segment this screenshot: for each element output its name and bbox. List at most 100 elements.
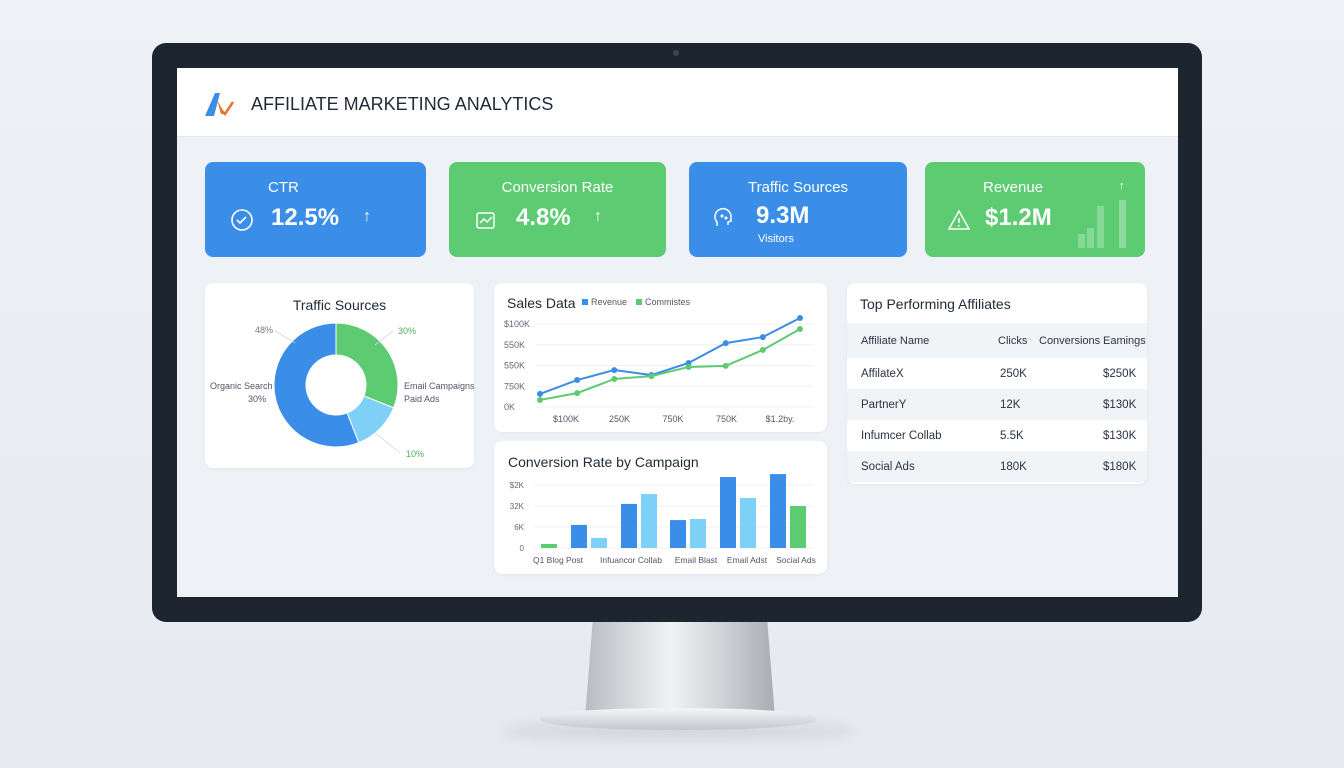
chart-title: Sales Data: [507, 295, 576, 311]
app-header: AFFILIATE MARKETING ANALYTICS: [177, 68, 1178, 137]
data-point: [537, 390, 543, 397]
cell-name: Social Ads: [861, 460, 915, 473]
donut-slice: [273, 322, 360, 448]
x-tick-label: $100K: [553, 414, 579, 424]
trend-up-icon: ↑: [1119, 180, 1125, 192]
leader-line: [274, 330, 296, 344]
webcam: [673, 50, 679, 56]
kpi-card-ctr[interactable]: CTR 12.5% ↑: [205, 162, 426, 257]
bar: [571, 524, 587, 548]
kpi-card-traffic-sources[interactable]: Traffic Sources 9.3M Visitors: [689, 162, 907, 257]
data-point: [574, 390, 581, 397]
legend-revenue: Revenue: [591, 297, 628, 307]
chart-title: Conversion Rate by Campaign: [508, 454, 699, 470]
mini-bar-chart: [1078, 200, 1126, 248]
y-tick-label: $100K: [504, 319, 530, 329]
x-tick-label: 750K: [716, 414, 737, 424]
header-affiliate-name: Affiliate Name: [861, 334, 930, 347]
x-tick-label: 250K: [609, 414, 630, 424]
app-title: AFFILIATE MARKETING ANALYTICS: [251, 94, 554, 114]
warning-icon: [947, 209, 971, 230]
affiliates-table: Affiliate Name Clicks Conversions Eaming…: [847, 323, 1147, 482]
x-tick-label: Email Adst: [727, 555, 768, 565]
kpi-card-conversion-rate[interactable]: Conversion Rate 4.8% ↑: [449, 162, 666, 257]
kpi-label: Traffic Sources: [747, 179, 849, 196]
bar: [720, 477, 736, 548]
x-tick-label: Q1 Blog Post: [533, 555, 584, 565]
kpi-value: $1.2M: [985, 204, 1052, 231]
kpi-label: Conversion Rate: [501, 179, 614, 196]
series-line: [539, 317, 801, 395]
header-conversions: Conversions: [1039, 334, 1101, 347]
header-clicks: Clicks: [998, 334, 1028, 347]
bar: [621, 503, 637, 548]
label-organic-search: Organic Search: [210, 381, 273, 391]
label-paid-ads: Paid Ads: [404, 394, 440, 404]
trend-up-icon: ↑: [363, 208, 371, 225]
series-line: [539, 328, 801, 401]
label-10: 10%: [406, 449, 425, 459]
data-point: [685, 363, 692, 370]
table-row[interactable]: PartnerY 12K $130K: [847, 389, 1147, 420]
kpi-sub: Visitors: [758, 233, 794, 245]
cell-clicks: 12K: [1000, 398, 1021, 411]
data-point: [722, 340, 729, 347]
cell-earnings: $250K: [1103, 367, 1137, 380]
monitor-stand: [585, 622, 775, 718]
data-point: [759, 346, 766, 353]
line-chart: 0K 750K 550K 550K $100K $100K 250K 750K 750K $1.2…: [504, 314, 814, 424]
label-48: 48%: [255, 325, 274, 335]
bar: [591, 537, 607, 548]
y-tick-label: 32K: [510, 502, 525, 511]
x-tick-label: Email Blast: [675, 555, 718, 565]
network-head-icon: [714, 207, 732, 226]
table-row[interactable]: Social Ads 180K $180K: [847, 451, 1147, 482]
traffic-sources-card: Traffic Sources 48% 30% Organic Search 3…: [205, 283, 475, 468]
y-tick-label: 6K: [514, 523, 524, 532]
label-30-green: 30%: [398, 326, 417, 336]
y-tick-label: 0K: [504, 402, 515, 412]
legend-swatch-revenue: [582, 299, 588, 305]
cell-clicks: 5.5K: [1000, 429, 1024, 442]
bar: [770, 474, 786, 548]
kpi-card-revenue[interactable]: Revenue $1.2M ↑: [925, 162, 1145, 257]
top-affiliates-card: Top Performing Affiliates Affiliate Name…: [847, 283, 1147, 484]
kpi-value: 9.3M: [756, 202, 810, 229]
cell-name: AffilateX: [861, 367, 904, 380]
kpi-label: Revenue: [983, 179, 1044, 196]
cell-name: Infumcer Collab: [861, 429, 942, 442]
data-point: [797, 325, 803, 332]
leader-line: [374, 432, 401, 454]
bar: [641, 494, 657, 548]
y-tick-label: 750K: [504, 381, 525, 391]
cell-earnings: $130K: [1103, 398, 1137, 411]
y-tick-label: 0: [520, 544, 525, 553]
data-point: [648, 373, 655, 380]
table-row[interactable]: Infumcer Collab 5.5K $130K: [847, 420, 1147, 451]
data-point: [574, 377, 581, 384]
table-title: Top Performing Affiliates: [860, 296, 1011, 312]
header-earnings: Eamings: [1103, 334, 1146, 347]
y-tick-label: 550K: [504, 361, 525, 371]
label-email-campaigns: Email Campaigns: [404, 381, 475, 391]
kpi-value: 4.8%: [516, 204, 571, 231]
y-tick-label: $2K: [510, 481, 525, 490]
legend-swatch-commistes: [636, 299, 642, 305]
cell-clicks: 250K: [1000, 367, 1027, 380]
bar: [541, 544, 557, 548]
data-point: [722, 362, 729, 369]
data-point: [797, 314, 803, 321]
data-point: [759, 334, 766, 341]
table-row[interactable]: AffilateX 250K $250K: [847, 358, 1147, 389]
bar: [690, 519, 706, 548]
x-tick-label: Social Ads: [776, 555, 816, 565]
bar: [790, 506, 806, 548]
data-point: [611, 367, 618, 374]
kpi-label: CTR: [268, 179, 299, 196]
leader-line: [374, 330, 394, 346]
y-tick-label: 550K: [504, 340, 525, 350]
legend-commistes: Commistes: [645, 297, 691, 307]
chart-title: Traffic Sources: [292, 297, 387, 313]
label-organic-pct: 30%: [248, 394, 267, 404]
dashboard-screen: AFFILIATE MARKETING ANALYTICS CTR 12.5% …: [177, 68, 1178, 597]
